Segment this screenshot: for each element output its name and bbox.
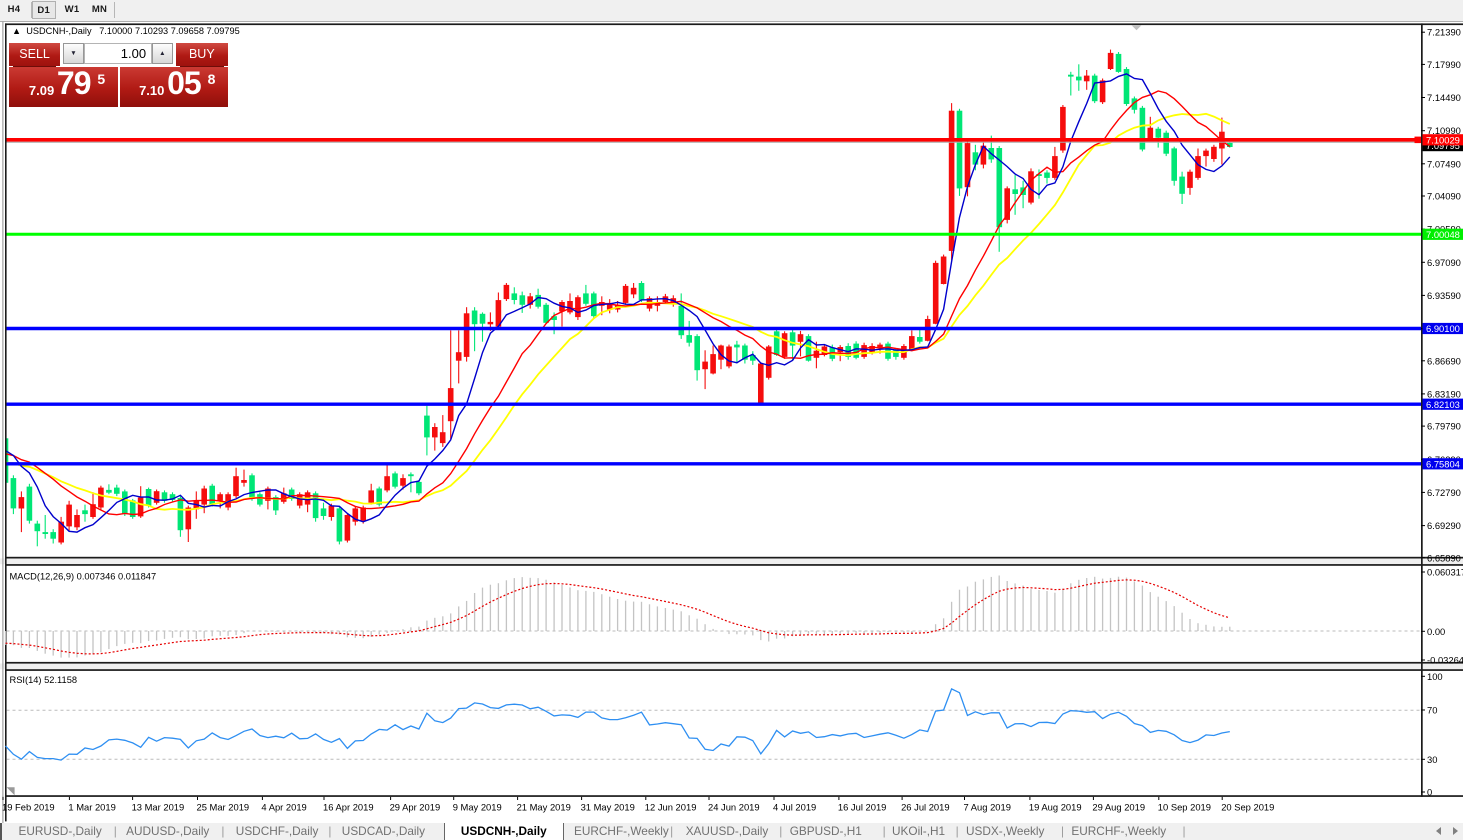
svg-text:6.72790: 6.72790 xyxy=(1427,487,1461,498)
svg-text:26 Jul 2019: 26 Jul 2019 xyxy=(901,802,949,813)
svg-text:7.14490: 7.14490 xyxy=(1427,92,1461,103)
svg-text:16 Apr 2019: 16 Apr 2019 xyxy=(323,802,374,813)
svg-text:7 Aug 2019: 7 Aug 2019 xyxy=(964,802,1011,813)
svg-text:6.79790: 6.79790 xyxy=(1427,421,1461,432)
svg-text:30: 30 xyxy=(1427,754,1437,765)
svg-text:6.86690: 6.86690 xyxy=(1427,355,1461,366)
svg-text:24 Jun 2019: 24 Jun 2019 xyxy=(708,802,760,813)
svg-text:0.060317: 0.060317 xyxy=(1427,567,1463,578)
svg-text:7.07490: 7.07490 xyxy=(1427,158,1461,169)
svg-text:7.04090: 7.04090 xyxy=(1427,191,1461,202)
svg-text:0.00: 0.00 xyxy=(1427,626,1445,637)
svg-text:7.10029: 7.10029 xyxy=(1426,134,1460,145)
svg-text:6.83190: 6.83190 xyxy=(1427,388,1461,399)
svg-text:7.00048: 7.00048 xyxy=(1426,229,1460,240)
svg-text:6.65890: 6.65890 xyxy=(1427,552,1461,563)
svg-text:1 Mar 2019: 1 Mar 2019 xyxy=(68,802,115,813)
svg-text:RSI(14) 52.1158: RSI(14) 52.1158 xyxy=(10,675,78,685)
svg-text:0: 0 xyxy=(1427,787,1432,798)
svg-text:6.93590: 6.93590 xyxy=(1427,290,1461,301)
svg-text:MACD(12,26,9) 0.007346 0.01184: MACD(12,26,9) 0.007346 0.011847 xyxy=(10,572,157,582)
svg-text:21 May 2019: 21 May 2019 xyxy=(517,802,571,813)
svg-text:7.10990: 7.10990 xyxy=(1427,125,1461,136)
svg-text:6.82103: 6.82103 xyxy=(1426,399,1460,410)
svg-text:16 Jul 2019: 16 Jul 2019 xyxy=(838,802,886,813)
svg-text:10 Sep 2019: 10 Sep 2019 xyxy=(1158,802,1211,813)
svg-text:7.17990: 7.17990 xyxy=(1427,59,1461,70)
svg-text:100: 100 xyxy=(1427,671,1443,682)
svg-text:12 Jun 2019: 12 Jun 2019 xyxy=(645,802,697,813)
svg-text:4 Jul 2019: 4 Jul 2019 xyxy=(773,802,816,813)
svg-text:6.90100: 6.90100 xyxy=(1426,323,1460,334)
svg-text:4 Apr 2019: 4 Apr 2019 xyxy=(261,802,306,813)
svg-text:31 May 2019: 31 May 2019 xyxy=(581,802,635,813)
svg-text:19 Aug 2019: 19 Aug 2019 xyxy=(1029,802,1082,813)
svg-text:-0.032648: -0.032648 xyxy=(1427,655,1463,666)
svg-text:29 Apr 2019: 29 Apr 2019 xyxy=(390,802,441,813)
svg-text:7.21390: 7.21390 xyxy=(1427,27,1461,38)
svg-text:6.69290: 6.69290 xyxy=(1427,520,1461,531)
svg-text:13 Mar 2019: 13 Mar 2019 xyxy=(132,802,185,813)
svg-text:20 Sep 2019: 20 Sep 2019 xyxy=(1221,802,1274,813)
svg-text:9 May 2019: 9 May 2019 xyxy=(453,802,502,813)
svg-text:19 Feb 2019: 19 Feb 2019 xyxy=(2,802,55,813)
svg-text:6.97090: 6.97090 xyxy=(1427,257,1461,268)
svg-text:25 Mar 2019: 25 Mar 2019 xyxy=(197,802,250,813)
svg-text:6.75804: 6.75804 xyxy=(1426,458,1460,469)
svg-text:29 Aug 2019: 29 Aug 2019 xyxy=(1092,802,1145,813)
svg-text:70: 70 xyxy=(1427,705,1437,716)
svg-text:7.09795: 7.09795 xyxy=(1426,140,1460,151)
